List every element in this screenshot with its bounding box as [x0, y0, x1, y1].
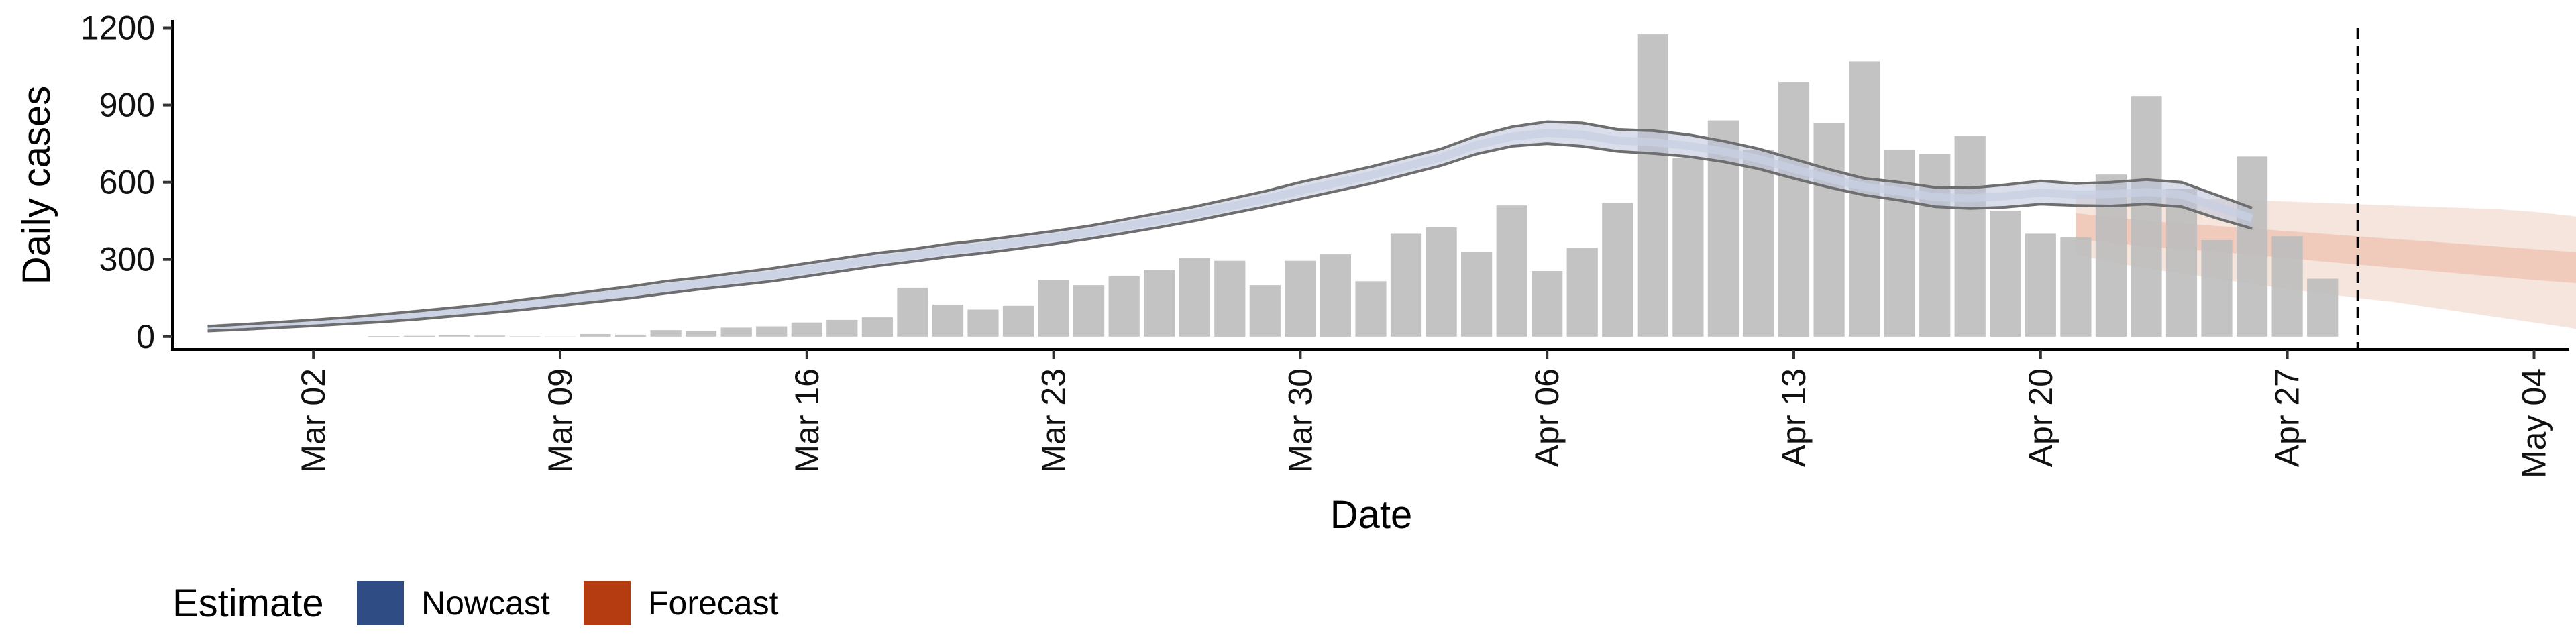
bar-2	[439, 335, 470, 337]
bar-1	[403, 335, 435, 337]
bar-35	[1602, 203, 1633, 337]
reported-cases-bars	[368, 34, 2339, 337]
legend-swatch-nowcast	[357, 581, 404, 625]
bar-36	[1637, 34, 1668, 337]
bar-37	[1672, 158, 1704, 337]
legend-title: Estimate	[172, 582, 324, 625]
bar-40	[1778, 82, 1810, 337]
legend-label-nowcast: Nowcast	[421, 584, 550, 622]
forecast-inner-band	[2076, 213, 2576, 284]
bar-22	[1144, 270, 1175, 337]
legend-label-forecast: Forecast	[648, 584, 779, 622]
x-tick-label-4: Mar 30	[1281, 368, 1319, 473]
bar-13	[826, 319, 858, 337]
bar-29	[1390, 233, 1422, 337]
bar-0	[368, 336, 400, 337]
y-tick-label-300: 300	[99, 241, 155, 278]
bar-45	[1954, 136, 1986, 337]
y-tick-label-600: 600	[99, 164, 155, 201]
bar-3	[474, 335, 505, 337]
legend-swatch-forecast	[584, 581, 631, 625]
bar-20	[1073, 285, 1105, 337]
bar-21	[1108, 276, 1140, 337]
bar-9	[686, 331, 717, 337]
axes	[171, 20, 2569, 351]
bar-50	[2131, 96, 2162, 337]
nowcast-median-line	[207, 128, 2253, 333]
x-tick-label-1: Mar 09	[541, 368, 579, 473]
bar-12	[791, 322, 822, 337]
bar-32	[1496, 205, 1527, 337]
bar-23	[1179, 258, 1210, 337]
bar-24	[1214, 260, 1246, 337]
bar-41	[1813, 123, 1845, 337]
bar-16	[932, 304, 964, 337]
bar-52	[2201, 240, 2233, 337]
x-tick-label-9: May 04	[2516, 368, 2553, 478]
y-tick-label-900: 900	[99, 87, 155, 124]
bar-46	[1990, 210, 2021, 337]
bar-25	[1249, 285, 1281, 337]
x-tick-label-3: Mar 23	[1035, 368, 1073, 473]
bar-47	[2025, 233, 2056, 337]
bar-4	[509, 336, 541, 337]
y-ticks: 0 300 600 900 1200	[80, 9, 172, 356]
bar-11	[756, 326, 788, 337]
bar-51	[2165, 189, 2198, 337]
bar-48	[2060, 237, 2092, 337]
bar-6	[580, 334, 611, 337]
x-tick-label-5: Apr 06	[1528, 368, 1566, 467]
bar-42	[1849, 61, 1880, 337]
bar-55	[2307, 278, 2339, 337]
bar-31	[1461, 252, 1493, 337]
bar-14	[861, 317, 893, 337]
bar-8	[650, 330, 682, 337]
bar-30	[1426, 227, 1457, 337]
bar-7	[615, 334, 647, 337]
nowcast-lower-line	[207, 142, 2253, 333]
bar-34	[1566, 248, 1598, 337]
y-axis-title: Daily cases	[15, 86, 58, 285]
bar-18	[1002, 305, 1034, 337]
x-tick-label-0: Mar 02	[294, 368, 332, 473]
bar-28	[1355, 281, 1387, 337]
x-tick-label-2: Mar 16	[788, 368, 826, 473]
x-tick-label-8: Apr 27	[2269, 368, 2306, 467]
bar-27	[1320, 254, 1351, 337]
bar-44	[1919, 154, 1951, 337]
x-ticks: Mar 02 Mar 09 Mar 16 Mar 23 Mar 30 Apr 06 Apr …	[294, 350, 2553, 478]
y-tick-label-1200: 1200	[80, 9, 155, 47]
x-tick-label-6: Apr 13	[1775, 368, 1813, 467]
bar-33	[1532, 271, 1563, 337]
bar-10	[720, 327, 752, 337]
x-tick-label-7: Apr 20	[2022, 368, 2059, 467]
y-tick-label-0: 0	[136, 318, 155, 356]
bar-53	[2237, 156, 2268, 337]
forecast-layer	[2076, 193, 2576, 329]
bar-15	[897, 287, 928, 337]
legend: Estimate Nowcast Forecast	[172, 581, 779, 625]
nowcast-upper-line	[207, 120, 2253, 328]
x-axis-title: Date	[1330, 493, 1413, 537]
bar-54	[2271, 236, 2303, 337]
bar-26	[1285, 260, 1316, 337]
bar-17	[967, 309, 999, 337]
bar-19	[1038, 280, 1069, 337]
bar-43	[1884, 150, 1915, 337]
nowcast-layer	[207, 120, 2253, 333]
bar-39	[1743, 150, 1774, 337]
